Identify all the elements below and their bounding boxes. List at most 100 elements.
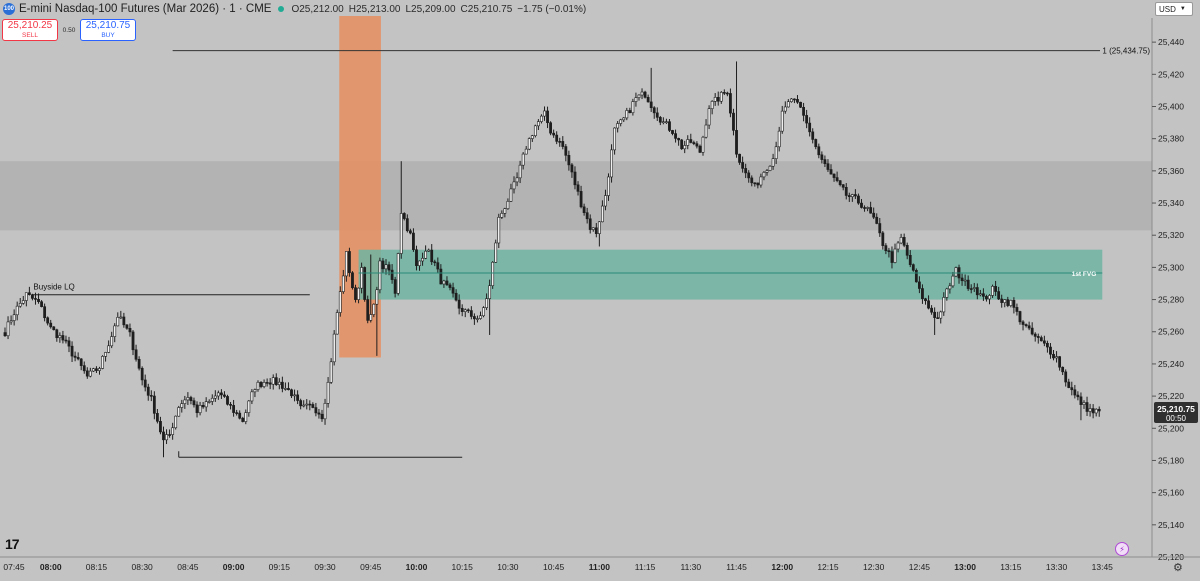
candle-body-up: [607, 176, 610, 196]
candle-body-down: [448, 284, 452, 288]
candle-body-down: [671, 130, 674, 134]
candle-body-down: [134, 349, 138, 360]
candle-body-down: [975, 287, 979, 296]
sell-button[interactable]: 25,210.25 SELL: [2, 19, 58, 41]
time-tick-label: 08:00: [40, 562, 62, 572]
candle-body-down: [860, 202, 863, 208]
candle-body-up: [972, 287, 976, 289]
candle-body-up: [637, 94, 641, 98]
candle-body-up: [509, 188, 513, 202]
candle-body-up: [344, 251, 348, 277]
candle-body-down: [232, 405, 236, 413]
candle-body-up: [207, 401, 211, 403]
candle-body-down: [70, 345, 74, 357]
candle-body-down: [668, 121, 671, 131]
candle-body-down: [451, 287, 455, 294]
candle-body-down: [460, 307, 464, 312]
currency-label: USD: [1159, 4, 1176, 14]
candle-body-up: [491, 261, 495, 287]
time-tick-label: 12:45: [909, 562, 931, 572]
candle-body-down: [799, 101, 802, 108]
candle-body-down: [195, 404, 199, 414]
candle-body-up: [896, 242, 900, 250]
candle-body-down: [570, 164, 574, 173]
currency-select[interactable]: USD ▼: [1155, 2, 1193, 16]
candle-body-down: [67, 340, 71, 347]
candle-body-down: [402, 213, 406, 219]
symbol-badge[interactable]: 100: [3, 3, 15, 15]
candle-body-up: [204, 401, 208, 408]
candle-body-up: [253, 389, 257, 393]
candle-body-down: [445, 280, 449, 286]
ohlc-close-key: C: [460, 3, 468, 15]
current-price-label: [1154, 401, 1198, 423]
candle-body-up: [369, 314, 373, 321]
candle-body-down: [387, 264, 391, 271]
candle-body-down: [649, 101, 653, 109]
candle-body-up: [789, 98, 793, 102]
candle-body-down: [287, 388, 290, 391]
candle-body-down: [567, 155, 571, 166]
candle-body-up: [277, 381, 281, 385]
symbol-title[interactable]: E-mini Nasdaq-100 Futures (Mar 2026) · 1…: [19, 3, 272, 15]
candle-body-down: [308, 403, 312, 406]
candle-body-up: [91, 368, 95, 372]
candle-body-down: [875, 216, 879, 224]
candle-body-down: [628, 110, 632, 114]
candle-body-up: [512, 181, 516, 190]
price-tick-label: 25,200: [1158, 423, 1184, 433]
candle-body-up: [12, 314, 16, 321]
candle-body-up: [341, 275, 345, 292]
price-tick-label: 25,240: [1158, 359, 1184, 369]
candle-body-down: [936, 317, 940, 319]
candle-body-up: [497, 217, 501, 244]
candle-body-down: [969, 288, 973, 290]
buy-button[interactable]: 25,210.75 BUY: [80, 19, 136, 41]
candle-body-down: [658, 117, 662, 123]
candle-body-up: [988, 295, 991, 300]
candle-body-down: [793, 98, 796, 101]
ohlc-open-key: O: [291, 3, 300, 15]
candle-body-down: [921, 288, 924, 300]
sell-price: 25,210.25: [7, 19, 53, 31]
candle-body-up: [378, 260, 382, 291]
candle-body-down: [857, 195, 860, 204]
candle-body-up: [357, 287, 360, 300]
lightning-icon[interactable]: ⚡: [1115, 542, 1129, 556]
candle-body-up: [780, 110, 784, 132]
candle-body-down: [229, 404, 232, 406]
candle-body-down: [576, 184, 580, 192]
candle-body-down: [890, 251, 894, 263]
candle-body-down: [735, 130, 738, 155]
candle-body-down: [366, 299, 370, 321]
candle-body-down: [405, 218, 409, 232]
candle-body-down: [823, 159, 827, 165]
candle-body-down: [680, 139, 684, 150]
candle-body-down: [79, 358, 83, 366]
time-tick-label: 08:30: [132, 562, 154, 572]
candle-body-down: [1021, 321, 1025, 325]
candle-body-up: [710, 101, 714, 109]
candle-body-down: [76, 357, 80, 360]
tradingview-logo[interactable]: 17: [5, 536, 20, 552]
candle-body-down: [73, 355, 77, 358]
time-tick-label: 11:45: [726, 562, 747, 572]
candle-body-down: [1046, 342, 1049, 348]
candle-body-up: [942, 297, 946, 313]
candle-body-up: [601, 205, 604, 223]
candle-body-down: [732, 112, 735, 131]
candle-body-down: [997, 291, 1001, 300]
candle-body-up: [399, 213, 403, 254]
candle-body-down: [43, 306, 47, 319]
time-tick-label: 12:30: [863, 562, 885, 572]
candle-body-down: [159, 421, 162, 433]
candle-body-up: [332, 333, 336, 363]
candle-body-down: [415, 249, 418, 266]
candle-body-down: [655, 112, 659, 118]
candle-body-up: [335, 312, 339, 335]
spread-value: 0.50: [62, 26, 76, 34]
settings-gear-icon[interactable]: ⚙: [1173, 562, 1183, 574]
candle-body-up: [540, 115, 543, 122]
